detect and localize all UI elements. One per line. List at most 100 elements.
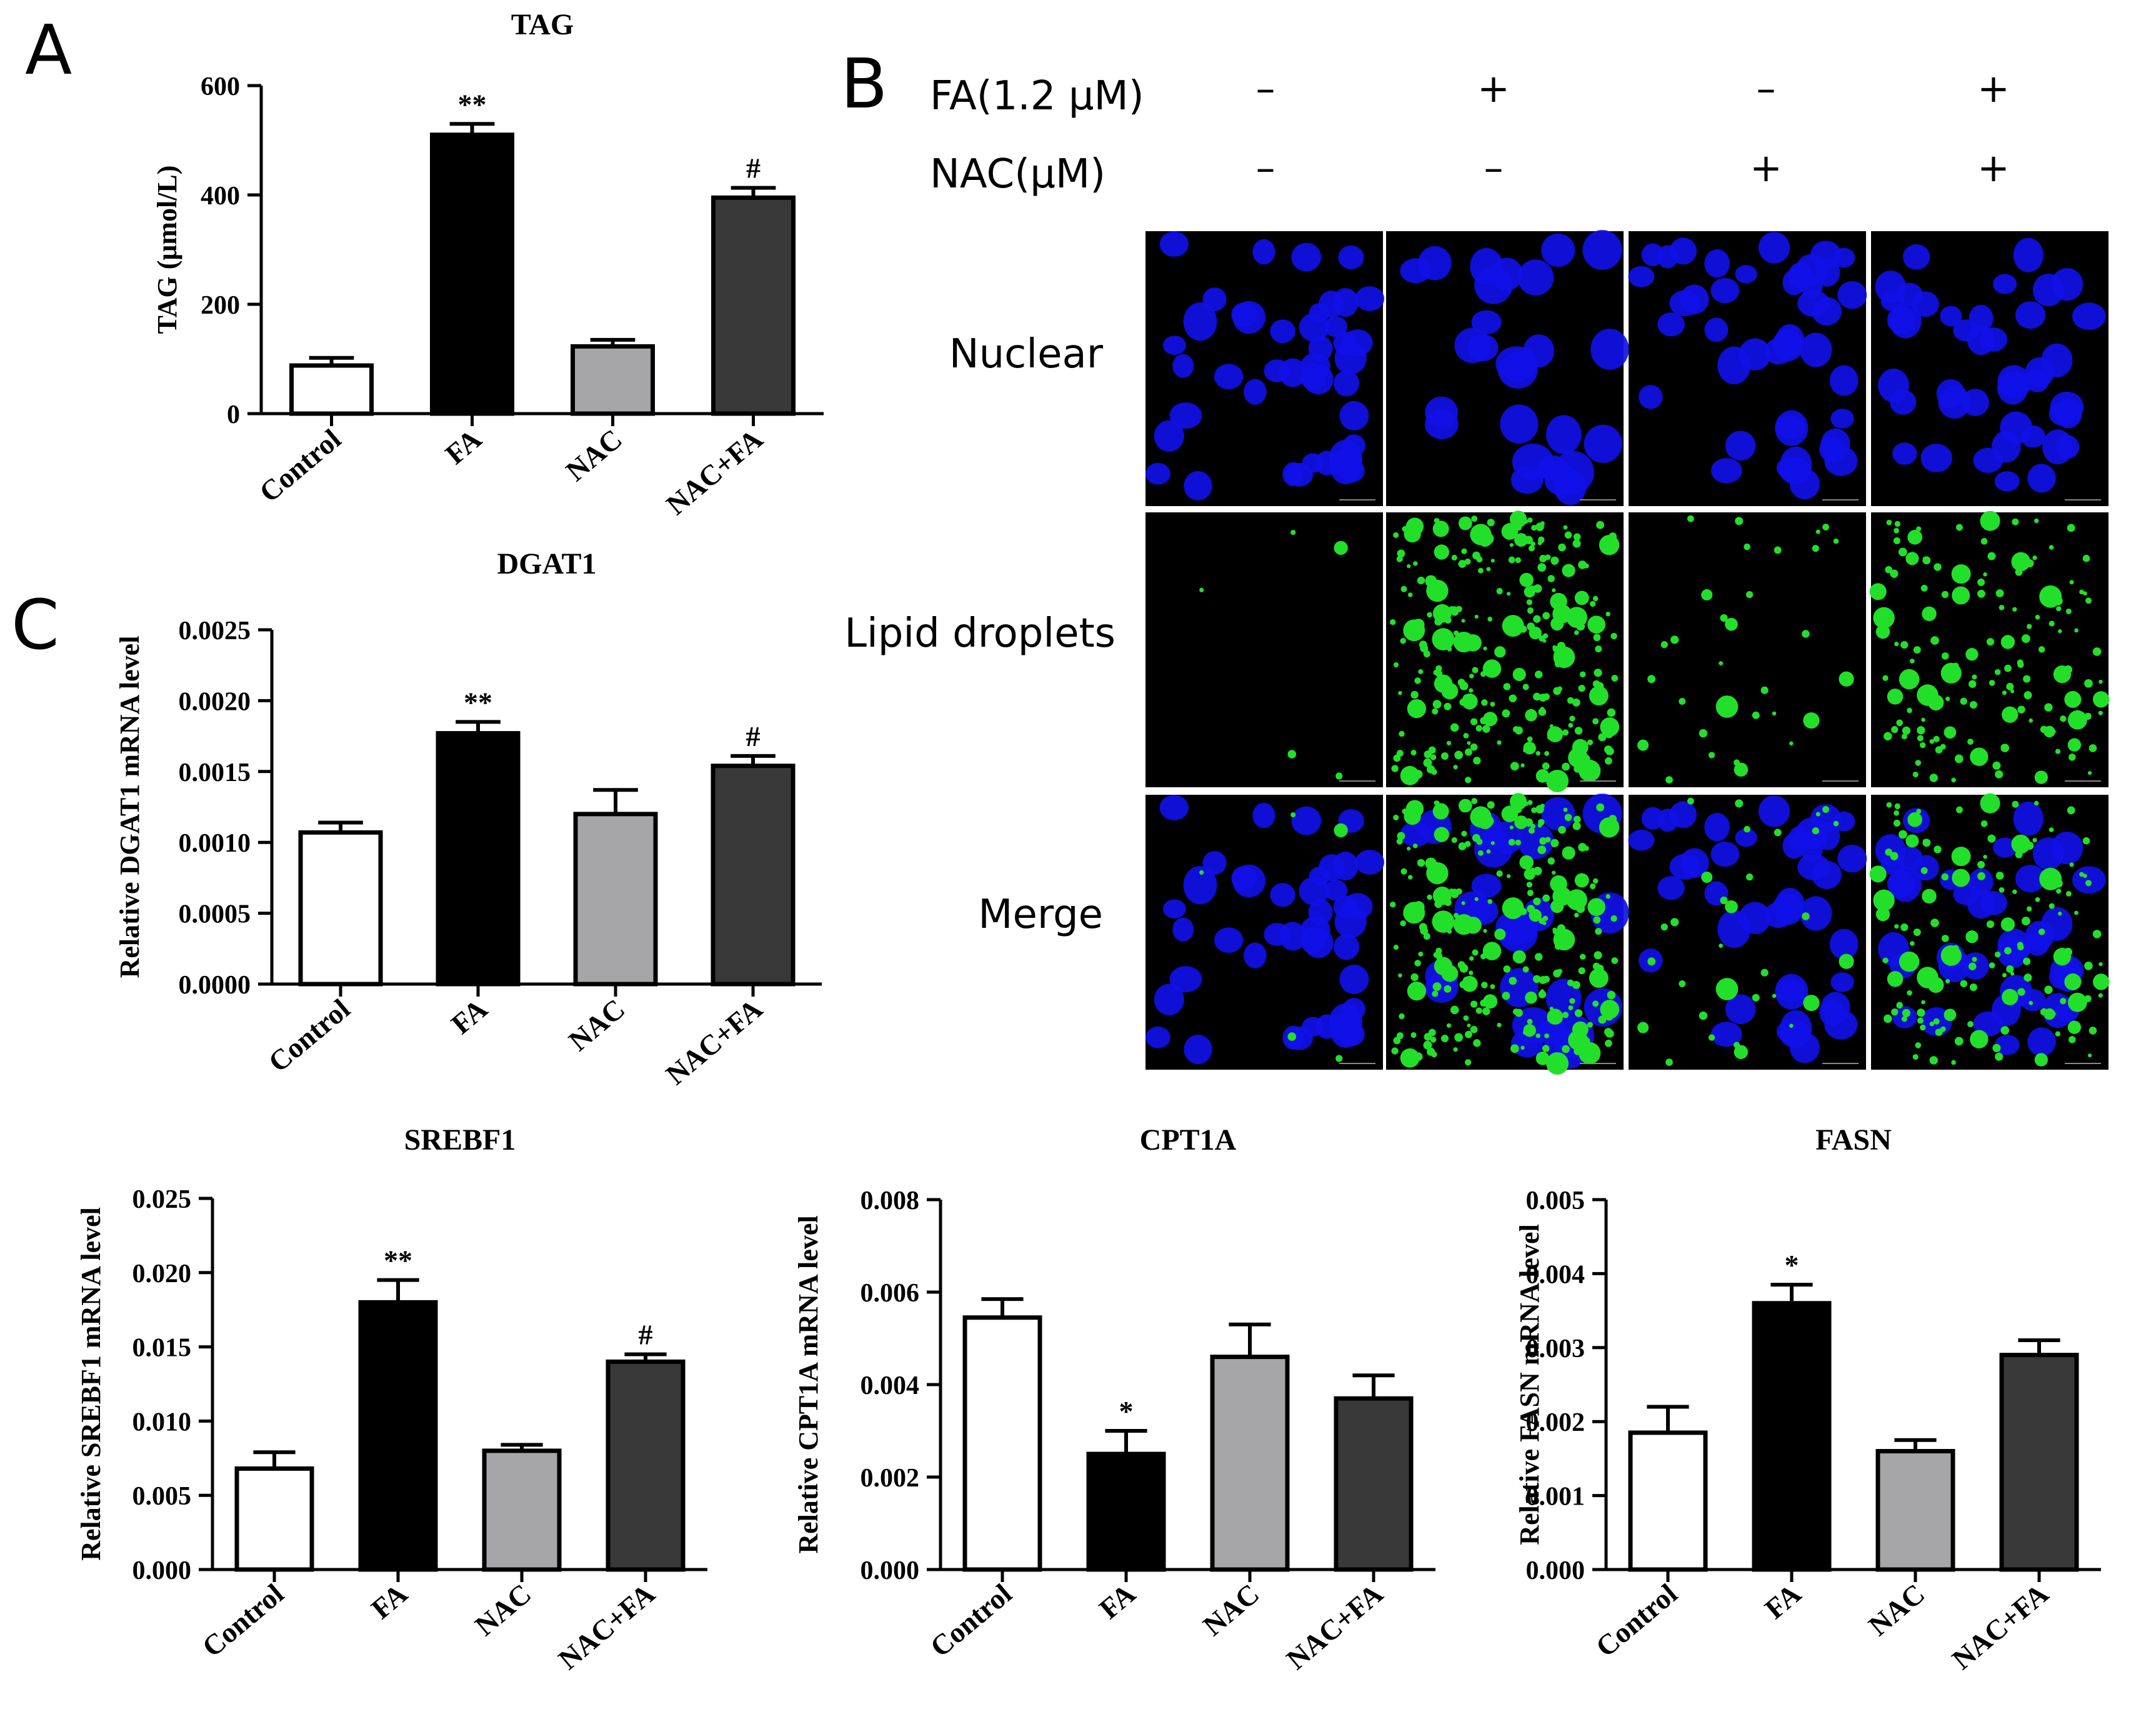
- lipid-droplet: [1803, 995, 1820, 1012]
- lipid-droplet: [1789, 741, 1794, 745]
- lipid-droplet: [1432, 700, 1442, 709]
- lipid-droplet: [1533, 584, 1542, 593]
- lipid-droplet: [1951, 1060, 1956, 1065]
- lipid-droplet: [1734, 1045, 1749, 1059]
- nucleus: [1471, 873, 1502, 898]
- lipid-droplet: [2085, 880, 2092, 887]
- lipid-droplet: [1955, 806, 1963, 814]
- nucleus: [1159, 795, 1189, 821]
- lipid-droplet: [1552, 928, 1559, 935]
- lipid-droplet: [1952, 868, 1970, 887]
- lipid-droplet: [2038, 928, 2045, 935]
- lipid-droplet: [1472, 551, 1480, 560]
- lipid-droplet: [1611, 675, 1619, 682]
- lipid-droplet: [1899, 547, 1907, 557]
- lipid-droplet: [1435, 947, 1442, 955]
- lipid-droplet: [1459, 980, 1467, 988]
- lipid-droplet: [1567, 979, 1574, 987]
- lipid-droplet: [1509, 510, 1527, 528]
- lipid-droplet: [1998, 874, 2004, 880]
- lipid-droplet: [1873, 607, 1895, 629]
- lipid-droplet: [1587, 615, 1605, 634]
- lipid-droplet: [1458, 560, 1467, 568]
- nucleus: [1810, 241, 1842, 269]
- lipid-droplet: [1453, 914, 1474, 935]
- lipid-droplet: [1475, 1007, 1482, 1014]
- category-label: FA: [365, 1578, 413, 1625]
- lipid-droplet: [1900, 923, 1909, 932]
- lipid-droplet: [1508, 556, 1515, 564]
- lipid-droplet: [1533, 692, 1541, 701]
- lipid-droplet: [1454, 750, 1463, 760]
- lipid-droplet: [1708, 1034, 1715, 1041]
- lipid-droplet: [1396, 750, 1404, 757]
- nucleus: [1797, 290, 1830, 317]
- lipid-droplet: [1542, 975, 1550, 983]
- lipid-droplet: [1752, 993, 1760, 1002]
- lipid-droplet: [1469, 970, 1474, 975]
- lipid-droplet: [1989, 962, 1995, 968]
- lipid-droplet: [1464, 1059, 1472, 1066]
- lipid-droplet: [1522, 684, 1529, 690]
- lipid-droplet: [1533, 867, 1542, 875]
- lipid-droplet: [1983, 855, 1987, 859]
- lipid-droplet: [2002, 973, 2007, 978]
- lipid-droplet: [1494, 646, 1506, 658]
- lipid-droplet: [1607, 708, 1616, 717]
- category-label: NAC: [469, 1578, 537, 1642]
- lipid-droplet: [1502, 709, 1510, 718]
- nucleus: [1797, 854, 1830, 881]
- lipid-droplet: [1901, 1016, 1907, 1022]
- lipid-droplet: [1553, 646, 1575, 669]
- lipid-droplet: [1595, 682, 1604, 690]
- lipid-droplet: [1509, 543, 1514, 547]
- lipid-droplet: [1891, 572, 1897, 579]
- lipid-droplet: [1604, 1028, 1613, 1037]
- lipid-droplet: [1902, 726, 1911, 735]
- lipid-droplet: [1839, 671, 1854, 687]
- dgat1-chart: DGAT1 Relative DGAT1 mRNA level 0.0000 0.00…: [114, 547, 822, 1091]
- lipid-droplet: [1568, 1005, 1574, 1010]
- lipid-droplet: [1432, 910, 1455, 933]
- lipid-droplet: [1595, 645, 1602, 653]
- nucleus: [1471, 310, 1502, 335]
- lipid-droplet: [2044, 703, 2053, 712]
- lipid-droplet: [2049, 827, 2054, 832]
- lipid-droplet: [1434, 900, 1442, 908]
- lipid-droplet: [1522, 1030, 1527, 1035]
- nucleus: [1333, 895, 1358, 918]
- bar-nac-fa: [711, 195, 796, 416]
- lipid-droplet: [2004, 664, 2012, 672]
- nucleus: [2027, 1027, 2056, 1057]
- nucleus: [2032, 274, 2065, 307]
- lipid-droplet: [1596, 803, 1605, 812]
- lipid-droplet: [1542, 762, 1550, 770]
- lipid-droplet: [2024, 691, 2032, 700]
- lipid-droplet: [1501, 805, 1519, 822]
- lipid-droplet: [1789, 1023, 1794, 1028]
- nucleus: [1231, 302, 1257, 327]
- nucleus: [1299, 313, 1330, 342]
- lipid-droplet: [1469, 674, 1474, 679]
- lipid-droplet: [2092, 973, 2110, 990]
- lipid-droplet: [1515, 839, 1521, 846]
- lipid-droplet: [2017, 988, 2025, 996]
- lipid-droplet: [1430, 1037, 1437, 1043]
- lipid-droplet: [2082, 837, 2090, 845]
- nucleus: [1973, 447, 2004, 473]
- lipid-droplet: [1605, 1040, 1612, 1047]
- lipid-droplet: [1459, 963, 1469, 973]
- lipid-droplet: [1719, 661, 1724, 665]
- lipid-droplet: [1400, 585, 1407, 592]
- bar-nac-fa: [606, 1359, 686, 1572]
- panel-letter-b: B: [841, 44, 887, 124]
- bar-fa: [430, 132, 514, 416]
- lipid-droplet: [1463, 1015, 1469, 1021]
- lipid-droplet: [1893, 819, 1900, 827]
- lipid-droplet: [2017, 661, 2024, 669]
- lipid-droplet: [1519, 855, 1534, 870]
- lipid-droplet: [1522, 966, 1529, 973]
- nucleus: [1953, 883, 1980, 905]
- lipid-droplet: [1550, 617, 1564, 631]
- lipid-droplet: [1735, 799, 1744, 808]
